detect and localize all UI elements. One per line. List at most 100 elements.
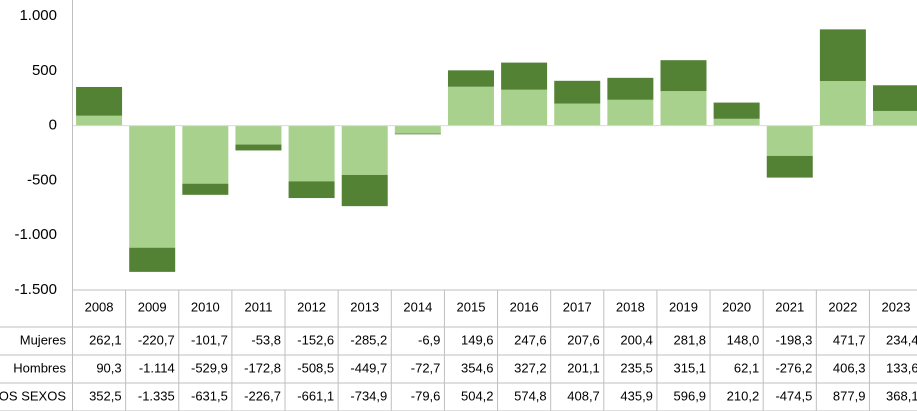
- row-label: Mujeres: [20, 332, 67, 347]
- bar: [660, 60, 707, 92]
- x-tick-label: 2018: [616, 299, 645, 314]
- x-tick-label: 2017: [563, 299, 592, 314]
- bar: [607, 99, 654, 126]
- bar: [607, 77, 654, 100]
- table-cell: 435,9: [620, 388, 653, 403]
- bar: [394, 125, 441, 134]
- table-cell: -79,6: [411, 388, 441, 403]
- y-tick-label: 1.000: [19, 7, 57, 24]
- table-cell: 201,1: [567, 360, 600, 375]
- table-cell: 62,1: [734, 360, 759, 375]
- table-cell: -529,9: [191, 360, 228, 375]
- table-cell: 235,5: [620, 360, 653, 375]
- x-tick-label: 2023: [882, 299, 911, 314]
- bar: [341, 174, 388, 207]
- table-cell: 877,9: [833, 388, 866, 403]
- x-tick-label: 2009: [138, 299, 167, 314]
- bar: [341, 125, 388, 175]
- bar: [288, 181, 335, 199]
- table-cell: 247,6: [514, 332, 547, 347]
- bar: [76, 86, 123, 116]
- table-cell: -474,5: [775, 388, 812, 403]
- table-cell: -226,7: [244, 388, 281, 403]
- table-cell: 148,0: [727, 332, 760, 347]
- table-cell: -631,5: [191, 388, 228, 403]
- table-cell: 210,2: [727, 388, 760, 403]
- x-tick-label: 2013: [350, 299, 379, 314]
- bar: [554, 80, 601, 104]
- row-label: AMBOS SEXOS: [0, 388, 66, 403]
- table-cell: 596,9: [674, 388, 707, 403]
- table-cell: 471,7: [833, 332, 866, 347]
- table-cell: -1.335: [138, 388, 175, 403]
- table-cell: 408,7: [567, 388, 600, 403]
- bar: [713, 118, 760, 126]
- table-cell: 406,3: [833, 360, 866, 375]
- table-cell: -6,9: [418, 332, 440, 347]
- y-tick-label: -500: [27, 171, 57, 188]
- bar: [501, 89, 548, 126]
- x-tick-label: 2011: [244, 299, 272, 314]
- table-cell: 368,1: [886, 388, 917, 403]
- y-tick-label: 500: [32, 62, 57, 79]
- bar: [447, 70, 494, 87]
- table-cell: -72,7: [411, 360, 441, 375]
- x-tick-label: 2010: [191, 299, 220, 314]
- table-cell: -1.114: [139, 360, 175, 375]
- bar: [819, 29, 866, 82]
- table-cell: -172,8: [244, 360, 281, 375]
- y-tick-label: -1.000: [14, 226, 57, 243]
- table-cell: 354,6: [461, 360, 494, 375]
- bar: [182, 125, 229, 184]
- table-cell: -53,8: [251, 332, 281, 347]
- x-tick-label: 2014: [403, 299, 432, 314]
- table-cell: 90,3: [96, 360, 121, 375]
- table-cell: 327,2: [514, 360, 547, 375]
- table-cell: -152,6: [297, 332, 334, 347]
- x-tick-label: 2020: [722, 299, 751, 314]
- bar: [554, 103, 601, 126]
- bar: [447, 86, 494, 126]
- table-cell: 149,6: [461, 332, 494, 347]
- x-tick-label: 2008: [85, 299, 114, 314]
- bar: [182, 183, 229, 195]
- table-cell: -449,7: [350, 360, 387, 375]
- bar: [288, 125, 335, 182]
- bar: [76, 115, 123, 126]
- x-tick-label: 2016: [510, 299, 539, 314]
- bar: [873, 85, 917, 111]
- bar: [660, 91, 707, 126]
- table-cell: 262,1: [89, 332, 122, 347]
- bar: [766, 125, 813, 156]
- x-tick-label: 2012: [297, 299, 326, 314]
- table-cell: 574,8: [514, 388, 547, 403]
- table-cell: 207,6: [567, 332, 600, 347]
- table-cell: -285,2: [350, 332, 387, 347]
- bar: [713, 102, 760, 119]
- table-cell: -198,3: [775, 332, 812, 347]
- table-cell: -734,9: [350, 388, 387, 403]
- table-cell: 200,4: [620, 332, 653, 347]
- table-cell: -661,1: [297, 388, 334, 403]
- x-tick-label: 2015: [457, 299, 486, 314]
- table-cell: -276,2: [775, 360, 812, 375]
- x-tick-label: 2021: [775, 299, 804, 314]
- table-cell: -220,7: [138, 332, 175, 347]
- table-cell: 234,4: [886, 332, 917, 347]
- bar: [129, 125, 176, 248]
- table-cell: 315,1: [674, 360, 707, 375]
- table-cell: 281,8: [674, 332, 707, 347]
- y-tick-label: -1.500: [14, 281, 57, 298]
- bar: [766, 155, 813, 178]
- x-tick-label: 2022: [828, 299, 857, 314]
- bar: [129, 247, 176, 272]
- table-cell: 504,2: [461, 388, 494, 403]
- y-tick-label: 0: [49, 117, 57, 134]
- bar: [501, 62, 548, 90]
- table-cell: 352,5: [89, 388, 122, 403]
- bar: [235, 144, 282, 151]
- table-cell: -508,5: [297, 360, 334, 375]
- bar: [873, 110, 917, 126]
- table-cell: 133,6: [886, 360, 917, 375]
